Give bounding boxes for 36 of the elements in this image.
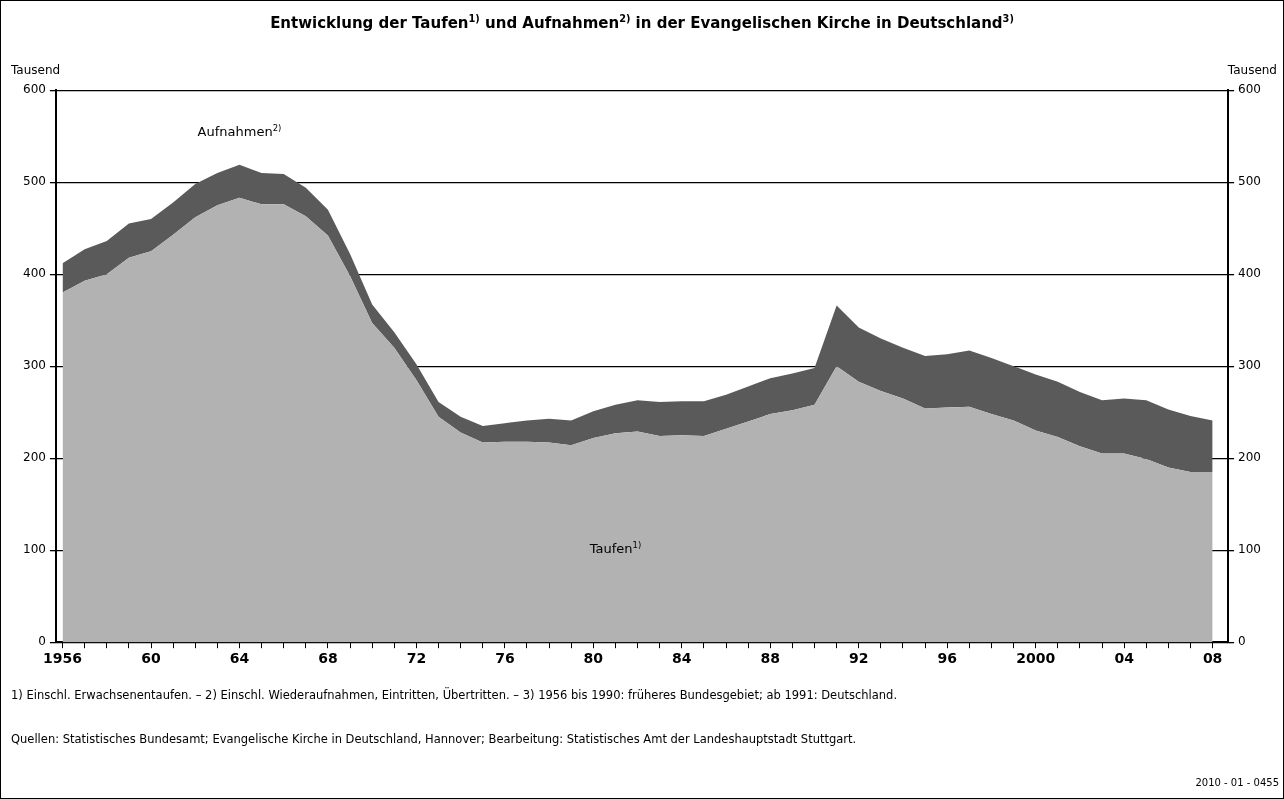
x-tick-label: 68 bbox=[318, 650, 338, 667]
x-tick-label: 96 bbox=[937, 650, 957, 667]
y2-tick-label: 200 bbox=[1238, 450, 1261, 465]
x-tick-label: 80 bbox=[583, 650, 604, 667]
y-tick-label: 400 bbox=[23, 266, 46, 281]
text: 2010 - 01 - 0455 bbox=[1195, 777, 1279, 788]
y2-tick-label: 400 bbox=[1238, 266, 1261, 281]
x-tick-label: 08 bbox=[1202, 650, 1223, 667]
y2-tick-label: 0 bbox=[1238, 634, 1246, 649]
text: Aufnahmen$^{2)}$ bbox=[197, 123, 282, 140]
y-tick-label: 300 bbox=[23, 358, 46, 373]
y2-tick-label: 100 bbox=[1238, 542, 1261, 557]
y2-tick-label: 600 bbox=[1238, 82, 1261, 97]
y-tick-label: 200 bbox=[23, 450, 46, 465]
y-tick-label: 600 bbox=[23, 82, 46, 97]
y2-axis-title: Tausend bbox=[1227, 63, 1277, 77]
y-tick-label: 0 bbox=[38, 634, 46, 649]
y-tick-label: 100 bbox=[23, 542, 46, 557]
x-tick-label: 64 bbox=[229, 650, 250, 667]
x-tick-label: 1956 bbox=[43, 650, 83, 667]
x-tick-label: 76 bbox=[495, 650, 515, 667]
y2-tick-label: 500 bbox=[1238, 174, 1261, 189]
text: 1) Einschl. Erwachsenentaufen. – 2) Einschl. Wiederaufnahmen, Eintritten, Übertritten. – 3) 1956 bis 1990: früheres Bundesgebiet; ab 1991: Deutschland. bbox=[11, 688, 898, 702]
chart-title: Entwicklung der Taufen$^{1)}$ und Aufnahmen$^{2)}$ in der Evangelischen Kirche in Deutschland$^{3)}$ bbox=[269, 13, 1015, 32]
x-tick-label: 04 bbox=[1114, 650, 1135, 667]
source-note: Quellen: Statistisches Bundesamt; Evangelische Kirche in Deutschland, Hannover; Bearbeitung: Statistisches Amt der Landeshauptstadt Stuttgart. bbox=[11, 732, 857, 746]
y-axis-title: Tausend bbox=[11, 63, 61, 77]
x-tick-label: 2000 bbox=[1016, 650, 1056, 667]
series-label: Taufen$^{1)}$ bbox=[589, 540, 642, 557]
x-tick-label: 60 bbox=[141, 650, 162, 667]
x-tick-label: 72 bbox=[406, 650, 427, 667]
y2-tick-label: 300 bbox=[1238, 358, 1261, 373]
x-tick-label: 88 bbox=[760, 650, 781, 667]
x-tick-label: 84 bbox=[672, 650, 692, 667]
y-tick-label: 500 bbox=[23, 174, 46, 189]
x-tick-label: 92 bbox=[849, 650, 869, 667]
